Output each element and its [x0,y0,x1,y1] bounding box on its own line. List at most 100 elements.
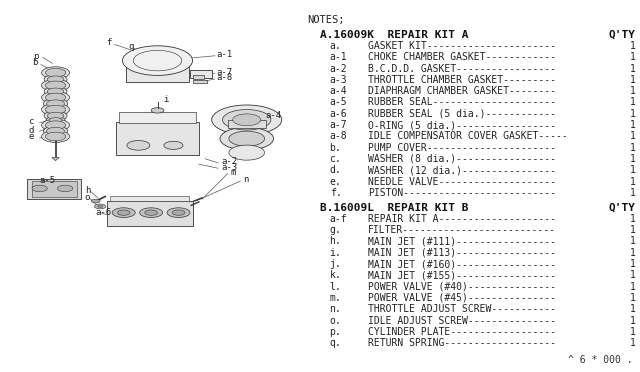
Circle shape [212,105,282,135]
Circle shape [45,81,66,90]
Text: i.: i. [330,248,341,258]
Circle shape [42,67,70,78]
Text: g.: g. [330,225,341,235]
Text: o.: o. [330,315,341,326]
Text: a-1: a-1 [217,49,233,59]
Text: e.: e. [330,177,341,187]
Circle shape [98,205,102,208]
Text: k.: k. [330,270,341,280]
Text: 1: 1 [630,97,636,108]
Text: 1: 1 [630,237,636,247]
Circle shape [45,93,66,102]
Bar [119,112,196,123]
Text: a-1: a-1 [330,52,347,62]
Text: REPAIR KIT A--------------------: REPAIR KIT A-------------------- [368,214,556,224]
Text: CYLINDER PLATE------------------: CYLINDER PLATE------------------ [368,327,556,337]
Circle shape [32,185,47,192]
Circle shape [220,127,273,150]
Circle shape [112,208,135,218]
Circle shape [122,46,193,76]
Circle shape [151,108,164,113]
Text: 1: 1 [630,109,636,119]
Circle shape [44,87,67,96]
Bar [228,120,266,128]
Circle shape [127,141,150,150]
Circle shape [47,127,65,135]
Text: a-5: a-5 [40,176,56,185]
Circle shape [140,208,163,218]
Circle shape [117,210,130,215]
Text: a-7: a-7 [330,120,347,130]
Circle shape [44,126,68,136]
Text: RUBBER SEAL (5 dia.)------------: RUBBER SEAL (5 dia.)------------ [368,109,556,119]
Text: q: q [129,42,134,51]
Text: GASKET KIT----------------------: GASKET KIT---------------------- [368,41,556,51]
Bar [193,80,207,83]
Text: 1: 1 [630,75,636,85]
Circle shape [164,141,183,150]
Text: 1: 1 [630,338,636,348]
Text: 1: 1 [630,143,636,153]
Text: MAIN JET (#160)-----------------: MAIN JET (#160)----------------- [368,259,556,269]
Text: 1: 1 [630,282,636,292]
Circle shape [47,100,65,108]
Text: 1: 1 [630,259,636,269]
Circle shape [172,210,185,215]
Text: 1: 1 [630,52,636,62]
Text: m: m [231,168,236,177]
Circle shape [42,92,70,103]
Circle shape [44,99,68,109]
Circle shape [44,75,67,84]
Text: THROTTLE ADJUST SCREW-----------: THROTTLE ADJUST SCREW----------- [368,304,556,314]
Circle shape [49,118,62,123]
Circle shape [47,112,64,119]
Text: 1: 1 [630,270,636,280]
Text: e: e [28,132,33,141]
Circle shape [47,88,64,95]
Bar [32,181,77,197]
Text: a-6: a-6 [330,109,347,119]
Text: WASHER (12 dia.)----------------: WASHER (12 dia.)---------------- [368,165,556,175]
Text: NEEDLE VALVE--------------------: NEEDLE VALVE-------------------- [368,177,556,187]
Circle shape [233,114,260,126]
Text: 1: 1 [630,248,636,258]
Circle shape [42,119,70,131]
Text: a-4: a-4 [330,86,347,96]
Text: f.: f. [330,188,341,198]
Text: Q'TY: Q'TY [609,203,636,212]
Text: a-4: a-4 [266,111,282,120]
Circle shape [229,131,264,146]
Bar [190,70,212,78]
Circle shape [45,68,66,77]
Text: WASHER (8 dia.)-----------------: WASHER (8 dia.)----------------- [368,154,556,164]
Circle shape [42,80,70,91]
Text: d.: d. [330,165,341,175]
Text: q.: q. [330,338,341,348]
Text: Q'TY: Q'TY [609,30,636,40]
Text: 1: 1 [630,214,636,224]
Text: B.16009L  REPAIR KIT B: B.16009L REPAIR KIT B [320,203,468,212]
Text: 1: 1 [630,188,636,198]
Text: a-6: a-6 [96,208,112,217]
Circle shape [223,110,271,130]
Polygon shape [52,157,60,161]
Text: POWER VALVE (#40)---------------: POWER VALVE (#40)--------------- [368,282,556,292]
Text: MAIN JET (#113)-----------------: MAIN JET (#113)----------------- [368,248,556,258]
Text: c: c [28,117,33,126]
Text: 1: 1 [630,86,636,96]
Text: h: h [86,186,91,195]
Text: i: i [163,95,168,105]
Text: FILTER--------------------------: FILTER-------------------------- [368,225,556,235]
Text: ^ 6 * 000 .: ^ 6 * 000 . [568,355,632,365]
Text: RETURN SPRING-------------------: RETURN SPRING------------------- [368,338,556,348]
Text: p: p [33,51,38,61]
Text: 1: 1 [630,177,636,187]
Bar [193,75,204,79]
Text: MAIN JET (#111)-----------------: MAIN JET (#111)----------------- [368,237,556,247]
Text: a-8: a-8 [217,73,233,82]
Text: a-5: a-5 [330,97,347,108]
Circle shape [44,111,67,121]
Text: a-2: a-2 [221,157,237,166]
Text: POWER VALVE (#45)---------------: POWER VALVE (#45)--------------- [368,293,556,303]
Text: 1: 1 [630,293,636,303]
